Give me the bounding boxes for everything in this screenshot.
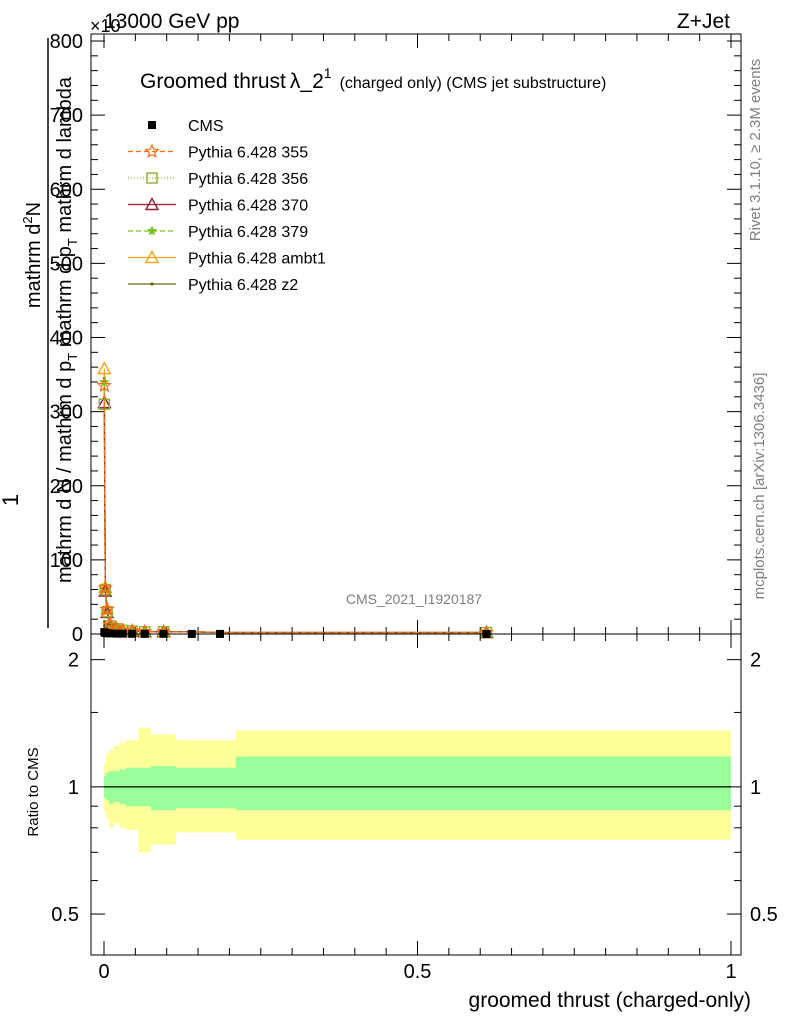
y-tick-label: 400 bbox=[50, 328, 83, 350]
header-left: 13000 GeV pp bbox=[104, 10, 239, 33]
y-axis-label: 1 mathrm d2N mathrm d N / mathrm d pT ma… bbox=[0, 38, 80, 628]
legend-marker-cms bbox=[148, 121, 156, 129]
legend-marker-z2 bbox=[150, 282, 154, 286]
point-p355 bbox=[99, 601, 115, 617]
mcplots-text: mcplots.cern.ch [arXiv:1306.3436] bbox=[751, 373, 768, 600]
exponent-label: ×10 bbox=[90, 16, 121, 36]
x-tick-label: 0 bbox=[98, 961, 109, 983]
x-axis-label: groomed thrust (charged-only) bbox=[469, 989, 751, 1012]
ratio-y-tick-label-right: 1 bbox=[750, 777, 761, 799]
legend-label-z2: Pythia 6.428 z2 bbox=[188, 277, 298, 294]
y-tick-label: 600 bbox=[50, 179, 83, 201]
analysis-watermark: CMS_2021_I1920187 bbox=[346, 591, 482, 607]
header-right: Z+Jet bbox=[677, 10, 730, 33]
y-tick-label: 800 bbox=[50, 31, 83, 53]
point-p356 bbox=[98, 398, 111, 410]
legend-label-p355: Pythia 6.428 355 bbox=[188, 145, 308, 162]
inner-uncertainty-band bbox=[151, 766, 177, 811]
point-p355 bbox=[97, 579, 113, 595]
y-tick-label: 100 bbox=[50, 550, 83, 572]
point-p355 bbox=[102, 617, 118, 632]
legend-label-p370: Pythia 6.428 370 bbox=[188, 198, 308, 215]
y-axis-label-numerator: mathrm d2N bbox=[20, 202, 45, 308]
y-axis-label-denominator: mathrm d N / mathrm d pT mathrm d pT mat… bbox=[54, 76, 80, 583]
legend: CMS Pythia 6.428 355 Pythia 6.428 356 Pythi… bbox=[128, 118, 326, 294]
legend-marker-p379 bbox=[146, 225, 158, 236]
ratio-y-tick-label: 1 bbox=[68, 777, 79, 799]
ratio-y-tick-label-right: 0.5 bbox=[750, 904, 778, 926]
inner-uncertainty-band bbox=[176, 767, 208, 809]
legend-marker-p370 bbox=[144, 197, 160, 211]
legend-marker-ambt1 bbox=[144, 250, 160, 264]
legend-marker-p355 bbox=[144, 143, 160, 159]
legend-title: Groomed thrust λ_21(charged only) (CMS je… bbox=[140, 65, 606, 93]
legend-label-p379: Pythia 6.428 379 bbox=[188, 224, 308, 241]
point-ambt1 bbox=[97, 361, 112, 375]
ratio-plot-frame bbox=[90, 633, 742, 956]
y-tick-label: 200 bbox=[50, 476, 83, 498]
point-p355 bbox=[96, 377, 112, 393]
ratio-y-tick-label-right: 2 bbox=[750, 650, 761, 672]
rivet-version-text: Rivet 3.1.10, ≥ 2.3M events bbox=[747, 59, 764, 242]
legend-label-cms: CMS bbox=[188, 118, 224, 135]
x-tick-label: 0.5 bbox=[404, 961, 432, 983]
inner-uncertainty-band bbox=[109, 771, 114, 805]
ratio-y-tick-label: 2 bbox=[68, 650, 79, 672]
inner-uncertainty-band bbox=[235, 756, 732, 811]
y-tick-label: 300 bbox=[50, 402, 83, 424]
x-tick-label: 1 bbox=[725, 961, 736, 983]
legend-label-ambt1: Pythia 6.428 ambt1 bbox=[188, 251, 326, 268]
y-axis-label-one: 1 bbox=[0, 494, 23, 506]
main-plot: 0 100 200 300 400 500 600 700 800 bbox=[50, 31, 742, 646]
ratio-plot: 0.5 0.5 1 1 2 2 0 0.5 1 bbox=[51, 633, 778, 983]
point-cms bbox=[106, 629, 115, 638]
legend-marker-p356 bbox=[146, 172, 158, 184]
y-tick-label: 500 bbox=[50, 253, 83, 275]
inner-uncertainty-band bbox=[207, 767, 236, 809]
legend-label-p356: Pythia 6.428 356 bbox=[188, 171, 308, 188]
ratio-y-label: Ratio to CMS bbox=[25, 747, 42, 836]
ratio-y-tick-label: 0.5 bbox=[51, 904, 79, 926]
point-p356 bbox=[101, 606, 113, 618]
y-tick-label: 700 bbox=[50, 105, 83, 127]
y-tick-label: 0 bbox=[72, 624, 83, 646]
